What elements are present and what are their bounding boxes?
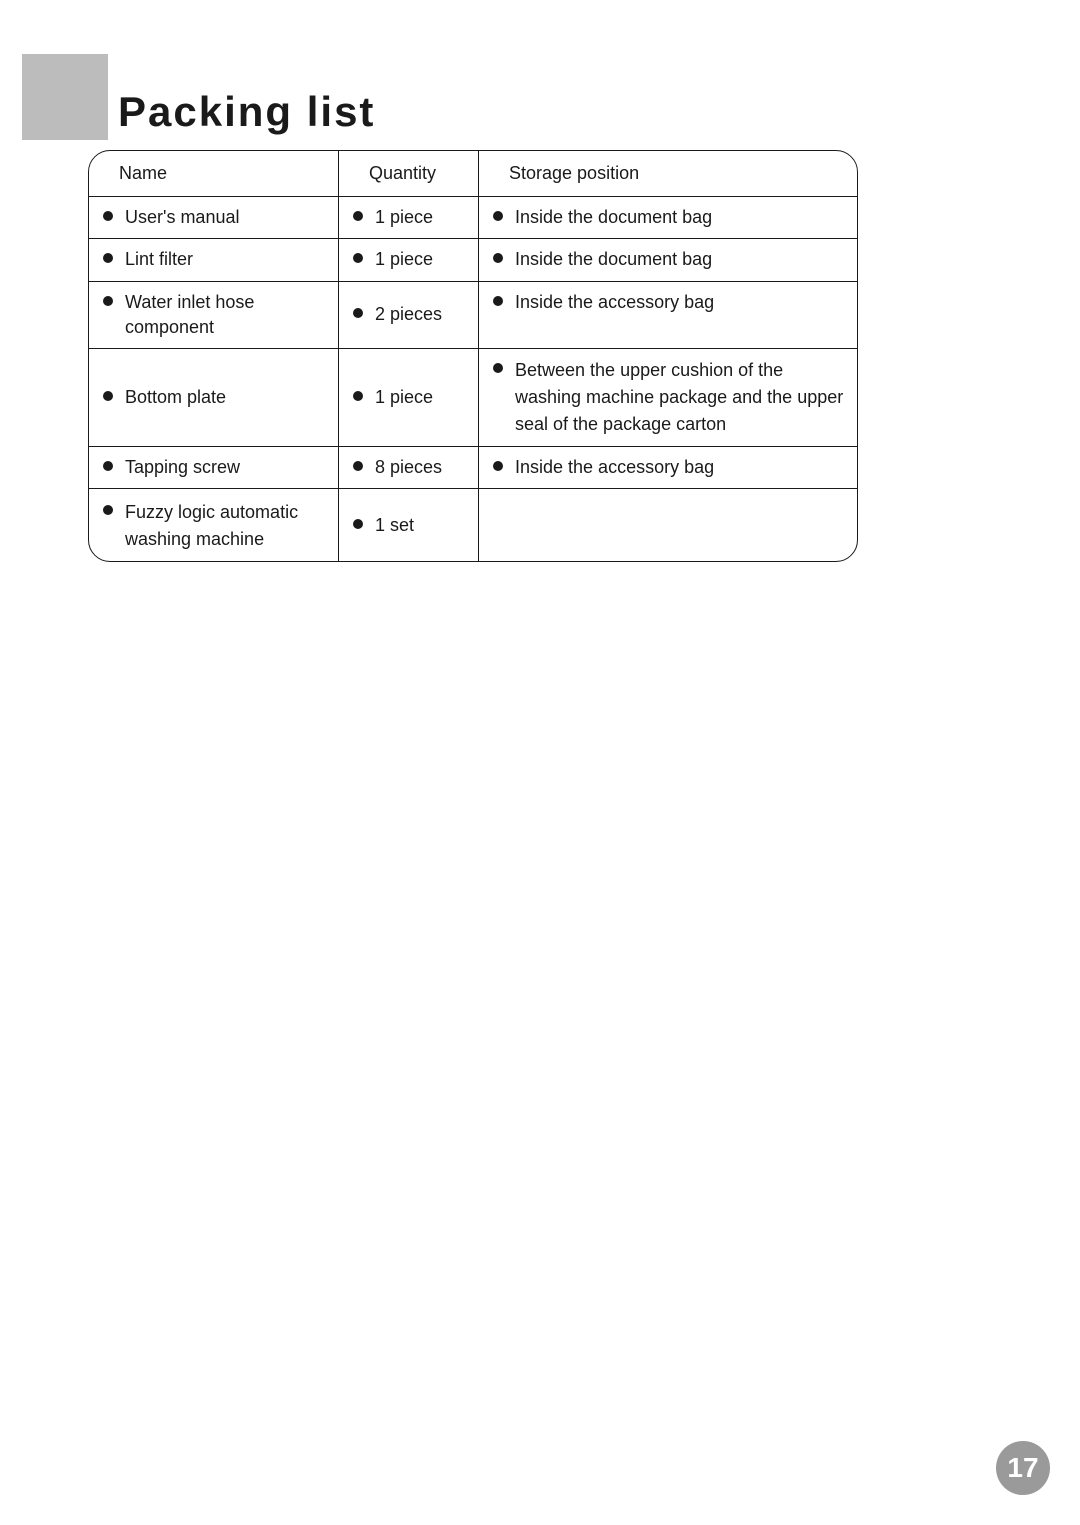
packing-list-table: Name Quantity Storage position User's ma… <box>88 150 858 562</box>
bullet-icon <box>493 211 503 221</box>
cell-quantity: 1 set <box>375 513 414 538</box>
header-quantity: Quantity <box>339 151 479 196</box>
bullet-icon <box>353 519 363 529</box>
bullet-icon <box>353 253 363 263</box>
page-number: 17 <box>1007 1452 1038 1484</box>
cell-quantity: 1 piece <box>375 385 433 410</box>
table-header-row: Name Quantity Storage position <box>89 151 857 197</box>
cell-position: Inside the accessory bag <box>515 455 714 480</box>
cell-quantity: 8 pieces <box>375 455 442 480</box>
bullet-icon <box>493 296 503 306</box>
cell-name: User's manual <box>125 205 239 230</box>
cell-quantity: 1 piece <box>375 205 433 230</box>
bullet-icon <box>353 308 363 318</box>
bullet-icon <box>103 461 113 471</box>
bullet-icon <box>103 505 113 515</box>
table-row: Fuzzy logic automatic washing machine 1 … <box>89 489 857 561</box>
table-row: Water inlet hose component 2 pieces Insi… <box>89 282 857 349</box>
cell-name: Fuzzy logic automatic washing machine <box>125 499 330 553</box>
cell-name: Tapping screw <box>125 455 240 480</box>
cell-quantity: 1 piece <box>375 247 433 272</box>
cell-position: Inside the document bag <box>515 247 712 272</box>
cell-position <box>479 489 857 561</box>
bullet-icon <box>493 363 503 373</box>
bullet-icon <box>353 391 363 401</box>
table-row: Tapping screw 8 pieces Inside the access… <box>89 447 857 489</box>
page-title: Packing list <box>118 88 375 136</box>
header-position: Storage position <box>479 151 857 196</box>
cell-position: Between the upper cushion of the washing… <box>515 357 849 438</box>
table-row: Lint filter 1 piece Inside the document … <box>89 239 857 281</box>
bullet-icon <box>493 253 503 263</box>
header-name: Name <box>89 151 339 196</box>
bullet-icon <box>493 461 503 471</box>
cell-position: Inside the accessory bag <box>515 290 714 315</box>
bullet-icon <box>103 296 113 306</box>
bullet-icon <box>103 211 113 221</box>
cell-name: Lint filter <box>125 247 193 272</box>
table-row: User's manual 1 piece Inside the documen… <box>89 197 857 239</box>
section-tab <box>22 54 108 140</box>
bullet-icon <box>103 253 113 263</box>
bullet-icon <box>103 391 113 401</box>
table-row: Bottom plate 1 piece Between the upper c… <box>89 349 857 447</box>
page-number-badge: 17 <box>996 1441 1050 1495</box>
cell-quantity: 2 pieces <box>375 302 442 327</box>
cell-name: Bottom plate <box>125 385 226 410</box>
cell-name: Water inlet hose component <box>125 290 330 340</box>
bullet-icon <box>353 211 363 221</box>
bullet-icon <box>353 461 363 471</box>
cell-position: Inside the document bag <box>515 205 712 230</box>
